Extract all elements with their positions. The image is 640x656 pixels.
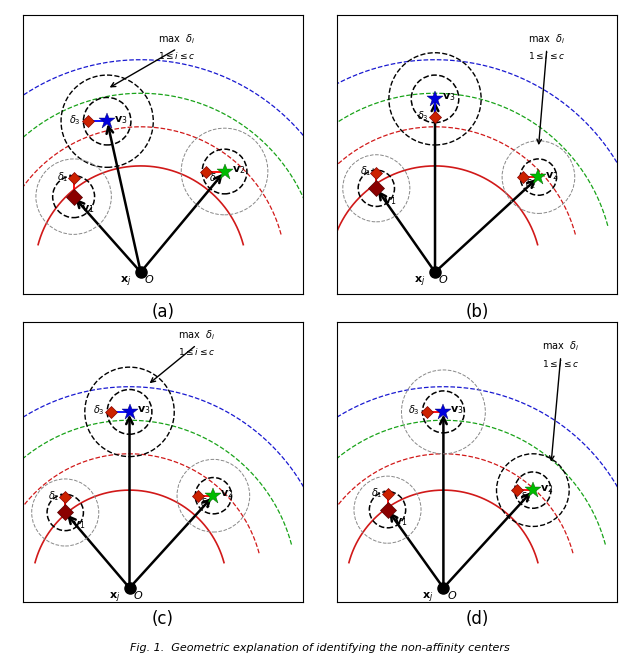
Text: $\mathbf{v}_3$: $\mathbf{v}_3$ <box>114 114 128 126</box>
Text: Fig. 1.  Geometric explanation of identifying the non-affinity centers: Fig. 1. Geometric explanation of identif… <box>130 643 510 653</box>
Text: (c): (c) <box>152 610 174 628</box>
Text: $O$: $O$ <box>144 274 154 285</box>
Text: $\delta_3$: $\delta_3$ <box>93 403 105 417</box>
Text: $\mathbf{v}_2$: $\mathbf{v}_2$ <box>220 489 234 501</box>
Text: $\mathbf{v}_2$: $\mathbf{v}_2$ <box>545 170 559 182</box>
Text: $\mathbf{x}_j$: $\mathbf{x}_j$ <box>422 590 434 605</box>
Text: $1\leq i\leq c$: $1\leq i\leq c$ <box>528 50 565 61</box>
Text: $\mathbf{v}_1$: $\mathbf{v}_1$ <box>72 519 86 531</box>
Text: $O$: $O$ <box>438 274 449 285</box>
Text: (a): (a) <box>152 303 175 321</box>
Text: $1\leq i\leq c$: $1\leq i\leq c$ <box>178 346 215 358</box>
Text: $\delta_2$: $\delta_2$ <box>525 177 537 191</box>
Text: $\max$  $\delta_i$: $\max$ $\delta_i$ <box>159 32 196 46</box>
Text: $\mathbf{v}_3$: $\mathbf{v}_3$ <box>451 405 464 417</box>
Text: $\mathbf{v}_3$: $\mathbf{v}_3$ <box>136 405 150 417</box>
Text: (b): (b) <box>465 303 488 321</box>
Text: $O$: $O$ <box>133 589 143 601</box>
Text: $\delta_{1^*}$: $\delta_{1^*}$ <box>371 486 387 500</box>
Text: $\mathbf{x}_j$: $\mathbf{x}_j$ <box>414 275 426 289</box>
Text: $\max$  $\delta_i$: $\max$ $\delta_i$ <box>528 32 565 46</box>
Text: (d): (d) <box>465 610 488 628</box>
Text: $\delta_{1^*}$: $\delta_{1^*}$ <box>57 170 72 184</box>
Text: $1\leq i\leq c$: $1\leq i\leq c$ <box>542 358 579 369</box>
Text: $\delta_{1^*}$: $\delta_{1^*}$ <box>49 489 64 502</box>
Text: $\mathbf{v}_2$: $\mathbf{v}_2$ <box>540 483 554 495</box>
Text: $\mathbf{v}_1$: $\mathbf{v}_1$ <box>383 195 397 207</box>
Text: $\max$  $\delta_i$: $\max$ $\delta_i$ <box>542 339 579 353</box>
Text: $\delta_{1^*}$: $\delta_{1^*}$ <box>360 165 375 178</box>
Text: $\mathbf{v}_1$: $\mathbf{v}_1$ <box>81 203 94 215</box>
Text: $\delta_3$: $\delta_3$ <box>69 113 81 127</box>
Text: $\mathbf{v}_2$: $\mathbf{v}_2$ <box>232 164 245 176</box>
Text: $\mathbf{v}_3$: $\mathbf{v}_3$ <box>442 92 456 104</box>
Text: $\delta_2$: $\delta_2$ <box>209 172 220 186</box>
Text: $\mathbf{x}_j$: $\mathbf{x}_j$ <box>109 590 120 605</box>
Text: $O$: $O$ <box>447 589 457 601</box>
Text: $1\leq i\leq c$: $1\leq i\leq c$ <box>159 50 196 61</box>
Text: $\mathbf{v}_1$: $\mathbf{v}_1$ <box>394 516 408 528</box>
Text: $\delta_3$: $\delta_3$ <box>417 109 429 123</box>
Text: $\delta_3$: $\delta_3$ <box>408 403 420 417</box>
Text: $\max$  $\delta_i$: $\max$ $\delta_i$ <box>178 328 215 342</box>
Text: $\mathbf{x}_j$: $\mathbf{x}_j$ <box>120 275 131 289</box>
Text: $\delta_2$: $\delta_2$ <box>520 490 531 504</box>
Text: $\delta_2$: $\delta_2$ <box>200 496 212 510</box>
